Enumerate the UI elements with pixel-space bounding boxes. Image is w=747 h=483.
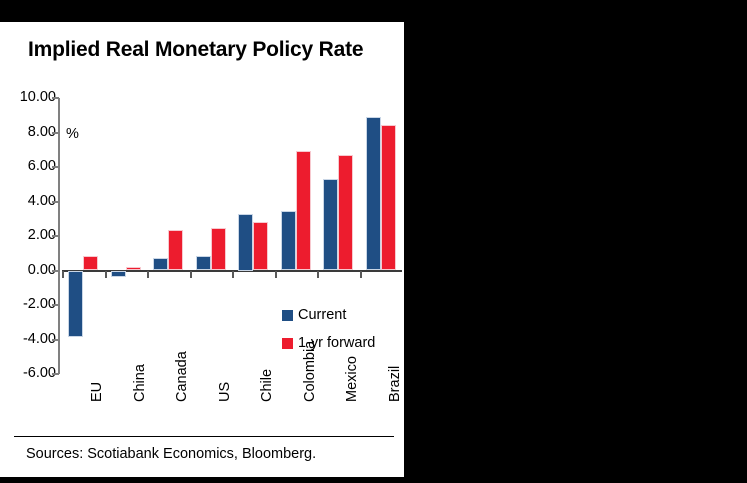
- y-axis-tick-label: -6.00: [22, 365, 56, 381]
- y-axis-tick-label: -2.00: [22, 296, 56, 312]
- bar-canada-forward: [168, 229, 184, 271]
- x-axis-label-us: US: [216, 381, 233, 402]
- bar-canada-current: [153, 258, 169, 271]
- chart-title: Implied Real Monetary Policy Rate: [28, 38, 364, 61]
- y-axis-tick: [52, 373, 59, 375]
- y-axis-tick-label: 2.00: [27, 227, 56, 243]
- x-axis-tick: [274, 270, 277, 278]
- legend-item-current: Current: [282, 307, 375, 323]
- plot-area: EU China Canada US Chile Colombia Mexico Brazil: [52, 97, 403, 402]
- bar-mexico-forward: [338, 154, 354, 271]
- legend-label: Current: [298, 307, 347, 323]
- y-axis-tick-label: -4.00: [22, 330, 56, 347]
- x-axis-tick: [317, 270, 319, 278]
- x-axis-tick: [62, 270, 64, 278]
- bar-us-forward: [210, 228, 226, 271]
- legend-label: 1-yr forward: [298, 335, 376, 351]
- chart-panel: Implied Real Monetary Policy Rate % 10.0…: [0, 22, 404, 480]
- x-axis-tick: [359, 270, 362, 278]
- bar-colombia-forward: [295, 150, 311, 271]
- y-axis-line: [58, 98, 60, 374]
- y-axis-tick: [52, 166, 59, 168]
- source-divider: [14, 436, 394, 437]
- x-axis-tick: [104, 270, 107, 278]
- bar-chile-current: [238, 214, 254, 271]
- x-axis-label-canada: Canada: [174, 351, 191, 402]
- y-axis-tick: [52, 269, 59, 272]
- y-axis-tick-label: 4.00: [27, 192, 56, 209]
- y-axis-tick-label: 8.00: [27, 123, 56, 140]
- bar-mexico-current: [323, 179, 339, 271]
- chart-legend: Current 1-yr forward: [282, 307, 375, 363]
- bar-chile-forward: [253, 222, 269, 271]
- y-axis-tick-label: 0.00: [27, 261, 56, 278]
- x-axis-label-brazil: Brazil: [386, 365, 403, 402]
- panel-bottom-border: [0, 477, 404, 480]
- x-axis-tick: [147, 270, 149, 278]
- x-axis-label-china: China: [131, 364, 148, 402]
- bar-china-forward: [125, 267, 141, 271]
- legend-item-forward: 1-yr forward: [282, 335, 375, 351]
- x-axis-label-chile: Chile: [259, 368, 276, 402]
- y-axis-tick: [52, 304, 59, 306]
- y-axis-tick: [52, 131, 59, 134]
- x-axis-tick: [189, 270, 192, 278]
- y-axis-unit-label: %: [66, 126, 79, 142]
- bar-brazil-current: [365, 116, 381, 271]
- bar-colombia-current: [280, 210, 296, 271]
- bar-china-current: [110, 270, 126, 278]
- y-axis-tick-label: 10.00: [19, 89, 56, 105]
- legend-swatch-icon: [282, 337, 293, 349]
- y-axis-tick: [52, 200, 59, 203]
- y-axis-tick: [52, 338, 59, 341]
- y-axis-tick: [52, 97, 59, 99]
- bar-us-current: [195, 255, 211, 271]
- legend-swatch-icon: [282, 309, 293, 321]
- x-axis-label-eu: EU: [89, 381, 106, 402]
- bar-eu-current: [68, 270, 84, 337]
- bar-brazil-forward: [380, 124, 396, 271]
- y-axis-tick-label: 6.00: [27, 158, 56, 174]
- x-axis-tick: [232, 270, 234, 278]
- bar-eu-forward: [83, 255, 99, 271]
- y-axis-tick: [52, 235, 59, 237]
- source-note: Sources: Scotiabank Economics, Bloomberg…: [26, 446, 317, 462]
